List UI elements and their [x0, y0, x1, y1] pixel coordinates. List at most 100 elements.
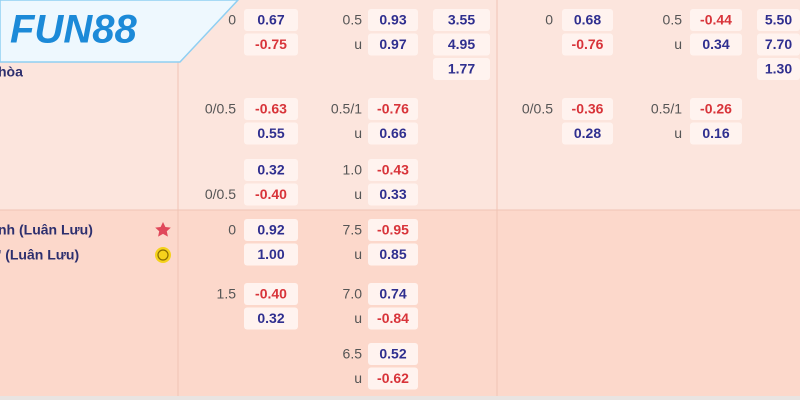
odds-box [244, 33, 298, 56]
bottom-strip [0, 396, 800, 400]
logo: FUN88 [10, 8, 137, 52]
odds-box [244, 219, 298, 241]
odds-value: -0.95 [377, 222, 409, 238]
odds-box [244, 307, 298, 330]
line-label: u [354, 246, 362, 262]
odds-value: 4.95 [448, 36, 475, 52]
odds-box [368, 219, 418, 241]
odds-value: 0.28 [574, 125, 601, 141]
line-label: 7.5 [343, 222, 363, 238]
odds-value: 7.70 [765, 36, 792, 52]
line-label: 0.5/1 [651, 101, 682, 117]
odds-box [562, 98, 613, 120]
odds-value: -0.40 [255, 186, 287, 202]
odds-box [244, 159, 298, 181]
line-label: 1.0 [343, 162, 363, 178]
odds-value: -0.76 [572, 36, 604, 52]
odds-box [433, 9, 490, 31]
odds-value: 0.52 [379, 346, 406, 362]
odds-box [757, 33, 800, 56]
odds-box [368, 283, 418, 305]
odds-value: 0.34 [702, 36, 729, 52]
line-label: 1.5 [217, 286, 237, 302]
odds-value: -0.36 [572, 101, 604, 117]
odds-box [368, 122, 418, 145]
odds-value: 0.33 [379, 186, 406, 202]
odds-value: 0.93 [379, 12, 406, 28]
star-icon[interactable] [155, 222, 171, 237]
line-label: 0.5 [663, 12, 683, 28]
odds-box [433, 58, 490, 80]
odds-box [690, 33, 742, 56]
odds-box [368, 159, 418, 181]
odds-box [244, 243, 298, 266]
odds-value: -0.76 [377, 101, 409, 117]
odds-box [244, 122, 298, 145]
line-label: 7.0 [343, 286, 363, 302]
odds-value: -0.44 [700, 12, 732, 28]
logo-box [0, 0, 240, 63]
odds-value: 1.77 [448, 61, 475, 77]
odds-value: 0.67 [257, 12, 284, 28]
odds-box [757, 58, 800, 80]
odds-box [562, 33, 613, 56]
odds-value: 0.68 [574, 12, 601, 28]
coin-icon-ring [157, 249, 169, 261]
odds-box [368, 9, 418, 31]
odds-box [562, 9, 613, 31]
odds-value: 0.92 [257, 222, 284, 238]
odds-value: 1.00 [257, 246, 284, 262]
odds-value: 5.50 [765, 12, 792, 28]
odds-value: -0.40 [255, 286, 287, 302]
odds-box [690, 122, 742, 145]
odds-box [368, 98, 418, 120]
odds-value: -0.43 [377, 162, 409, 178]
odds-box [244, 98, 298, 120]
line-label: 0/0.5 [205, 101, 236, 117]
line-label: u [354, 310, 362, 326]
odds-value: -0.75 [255, 36, 287, 52]
line-label: 0.5 [343, 12, 363, 28]
odds-value: 0.85 [379, 246, 406, 262]
odds-value: 0.32 [257, 162, 284, 178]
odds-cells: 0.67 -0.75 0 0.93 0.97 0.5 u 3.55 4.95 1.77 0.68 -0… [205, 9, 800, 390]
line-label: 6.5 [343, 346, 363, 362]
line-label: 0 [228, 12, 236, 28]
odds-box [690, 9, 742, 31]
line-label: u [354, 36, 362, 52]
odds-box [690, 98, 742, 120]
line-label: 0.5/1 [331, 101, 362, 117]
line-label: u [354, 370, 362, 386]
odds-box [368, 343, 418, 365]
team-label: hòa [0, 64, 23, 80]
odds-value: -0.84 [377, 310, 409, 326]
odds-value: 0.66 [379, 125, 406, 141]
odds-value: 0.55 [257, 125, 284, 141]
line-label: 0/0.5 [205, 186, 236, 202]
odds-box [368, 33, 418, 56]
odds-box [757, 9, 800, 31]
line-label: 0 [545, 12, 553, 28]
line-label: u [674, 125, 682, 141]
odds-value: 0.97 [379, 36, 406, 52]
odds-box [368, 243, 418, 266]
line-label: u [674, 36, 682, 52]
odds-value: -0.62 [377, 370, 409, 386]
odds-box [368, 307, 418, 330]
line-label: 0 [228, 222, 236, 238]
coin-icon[interactable] [155, 247, 171, 263]
line-label: u [354, 186, 362, 202]
odds-value: -0.63 [255, 101, 287, 117]
odds-box [244, 9, 298, 31]
odds-box [368, 183, 418, 206]
odds-box [368, 367, 418, 390]
team-label: ' (Luân Lưu) [0, 247, 79, 263]
odds-box [562, 122, 613, 145]
odds-value: 3.55 [448, 12, 475, 28]
team-label: nh (Luân Lưu) [0, 222, 93, 238]
odds-value: 0.74 [379, 286, 406, 302]
odds-box [244, 183, 298, 206]
odds-value: 0.16 [702, 125, 729, 141]
line-label: u [354, 125, 362, 141]
